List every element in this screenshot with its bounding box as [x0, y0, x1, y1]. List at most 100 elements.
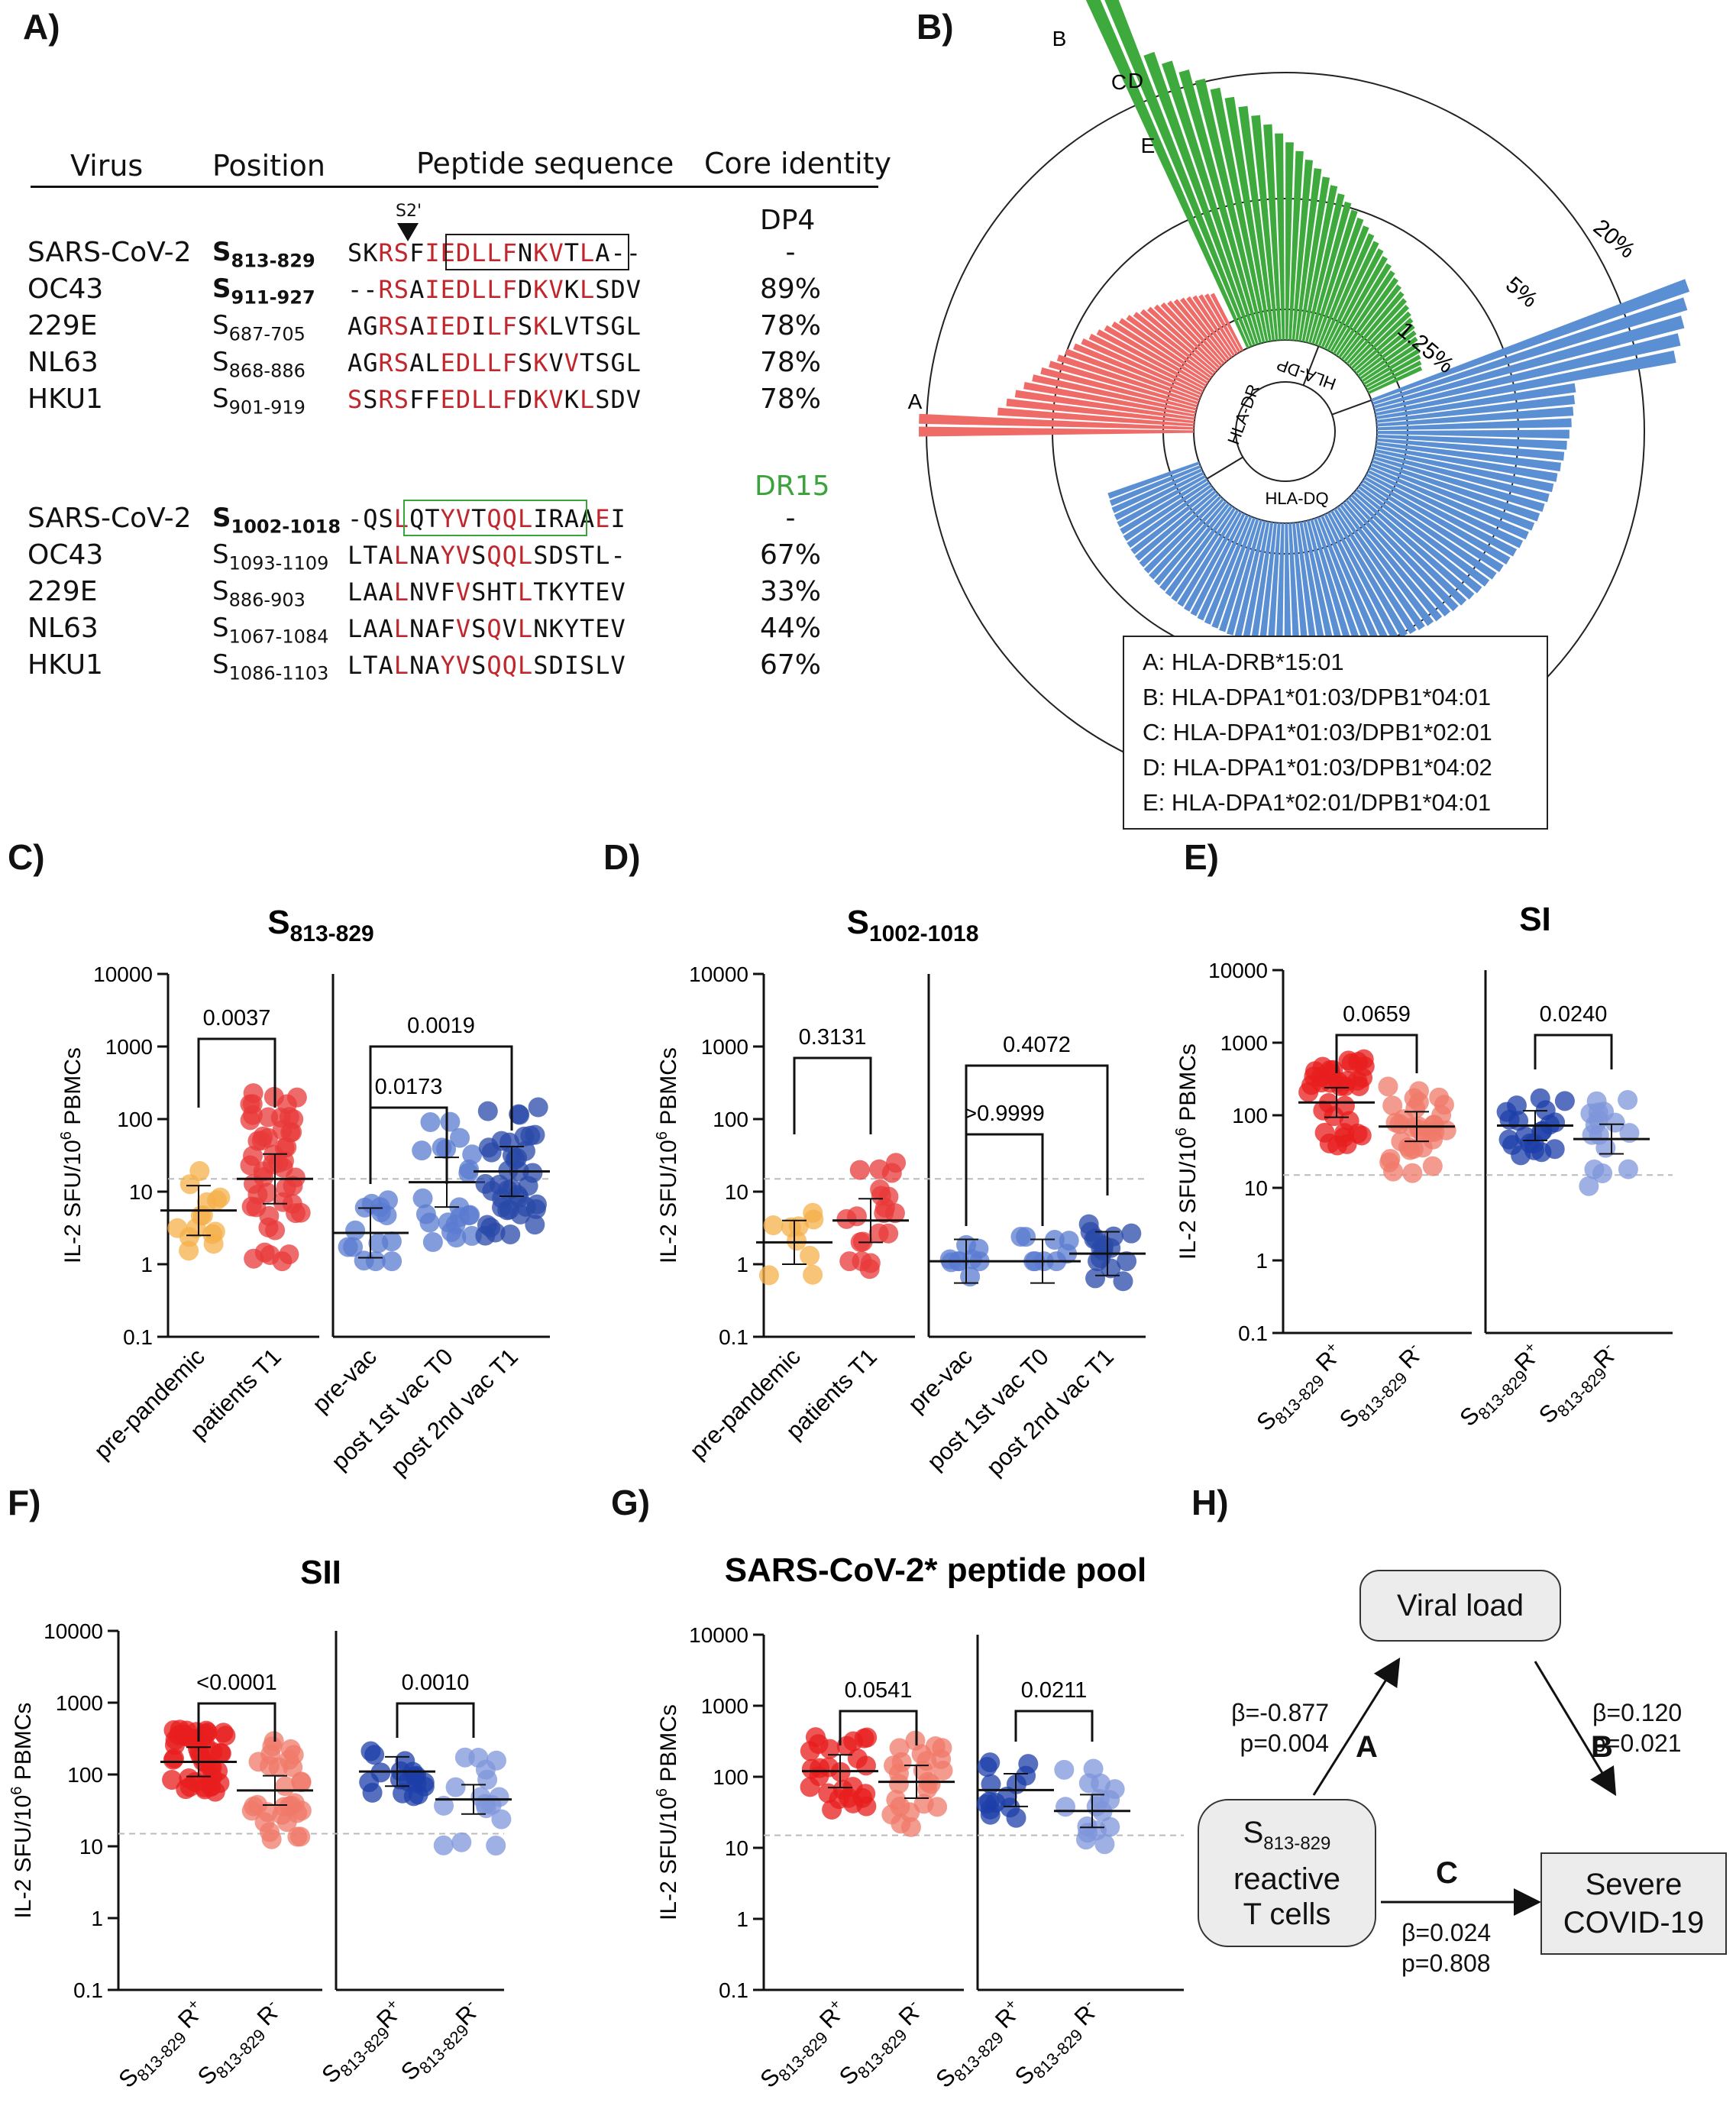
dq-bar [1373, 452, 1550, 503]
peptide-sequence: LAALNAFVSQVLNKYTEV [348, 614, 626, 643]
x-tick-label: pre-pandemic [89, 1343, 210, 1464]
position-label: S1067-1084 [212, 613, 329, 648]
y-tick-label: 0.1 [719, 1978, 748, 2002]
beta-b: β=0.120 [1592, 1699, 1683, 1726]
data-point [251, 1131, 272, 1151]
dp-bar [1346, 298, 1408, 365]
core-identity-value: 78% [759, 383, 821, 415]
data-point [1093, 1241, 1114, 1261]
y-axis-label: IL-2 SFU/106 PBMCs [8, 1703, 36, 1919]
data-point [1016, 1227, 1036, 1247]
data-point [477, 1101, 498, 1121]
dq-bar [1370, 463, 1535, 531]
position-label: S911-927 [212, 273, 315, 309]
data-point [855, 1784, 876, 1804]
data-point [354, 1250, 374, 1271]
dq-bar [1320, 515, 1381, 646]
data-point [1347, 1070, 1368, 1091]
beta-c: β=0.024 [1401, 1919, 1492, 1946]
significance-bracket [965, 1064, 1109, 1195]
dq-bar [1134, 490, 1217, 561]
dq-bar [1204, 516, 1253, 625]
dq-bar [1355, 488, 1482, 594]
header-core-identity: Core identity [704, 147, 892, 180]
peptide-sequence: SSRSFFEDLLFDKVKLSDV [348, 385, 642, 414]
dr-bar [1192, 295, 1236, 357]
virus-name: OC43 [27, 539, 104, 571]
dp-bar [1314, 217, 1364, 346]
y-tick-label: 1 [141, 1253, 153, 1276]
p-value-label: 0.3131 [799, 1025, 867, 1050]
peptide-sequence: LTALNAYVSQQLSDISLV [348, 651, 626, 680]
data-point [368, 1233, 389, 1254]
data-point [874, 1197, 895, 1218]
data-point [1018, 1754, 1039, 1774]
beta-a: β=-0.877 [1231, 1699, 1329, 1726]
dq-bar [1197, 514, 1249, 621]
panel-label-a: A) [23, 7, 60, 47]
viral-load-box: Viral load [1359, 1570, 1561, 1642]
data-point [441, 1221, 461, 1242]
data-point [1121, 1223, 1142, 1244]
data-point [254, 1166, 274, 1187]
dq-bar [1376, 418, 1572, 431]
significance-bracket [396, 1702, 475, 1738]
data-point [196, 1192, 217, 1212]
data-point [475, 1759, 496, 1780]
s2-marker-arrow [397, 223, 419, 241]
chart-title: SI [1519, 901, 1551, 938]
p-value-label: 0.0659 [1343, 1002, 1411, 1027]
data-point [210, 1742, 231, 1763]
data-point [162, 1769, 183, 1790]
dr-bar [1032, 374, 1196, 414]
dq-bar [1149, 497, 1225, 580]
significance-bracket [197, 1702, 276, 1742]
path-b-stats: β=0.120 p=0.021 [1592, 1697, 1682, 1758]
data-point [763, 1215, 784, 1236]
peptide-sequence: AGRSAIEDILFSKLVTSGL [348, 312, 642, 341]
data-point [290, 1202, 311, 1223]
dr-bar [1140, 309, 1217, 374]
dp-bar [1195, 78, 1266, 343]
virus-name: NL63 [27, 613, 99, 644]
dr-bar [1204, 293, 1241, 353]
data-point [1312, 1056, 1333, 1077]
data-point [852, 1251, 872, 1272]
panel-label-d: D) [603, 837, 641, 877]
p-value-label: 0.0010 [402, 1671, 470, 1695]
virus-name: 229E [27, 310, 98, 341]
dp-bar [1321, 233, 1375, 348]
data-point [1579, 1176, 1599, 1196]
dr-bar [919, 426, 1195, 437]
dr-bar [1040, 367, 1197, 411]
dr-bar [1179, 297, 1230, 361]
data-point [482, 1181, 503, 1202]
dp-bar [1340, 284, 1401, 361]
data-point [244, 1248, 264, 1269]
dq-bar [1367, 470, 1524, 548]
data-point [451, 1832, 472, 1852]
dq-bar [1376, 434, 1567, 450]
severe-line2: COVID-19 [1563, 1906, 1705, 1939]
panel-label-c: C) [8, 837, 45, 877]
dq-bar [1347, 497, 1459, 612]
data-point [1091, 1773, 1111, 1794]
dq-bar [1371, 279, 1690, 402]
dq-bar [1372, 459, 1540, 522]
y-tick-label: 100 [1232, 1104, 1268, 1127]
data-point [1524, 1134, 1544, 1154]
y-tick-label: 1 [736, 1907, 748, 1931]
y-tick-label: 10 [725, 1836, 748, 1860]
data-point [345, 1220, 366, 1241]
dr-bar [1056, 354, 1199, 405]
dq-bar [1372, 297, 1688, 406]
data-point [1334, 1122, 1355, 1143]
virus-name: SARS-CoV-2 [27, 237, 192, 268]
y-tick-label: 0.1 [123, 1325, 153, 1349]
data-point [525, 1124, 545, 1145]
dq-bar [1284, 522, 1291, 651]
dq-bar [1376, 406, 1574, 427]
y-tick-label: 100 [713, 1765, 748, 1789]
